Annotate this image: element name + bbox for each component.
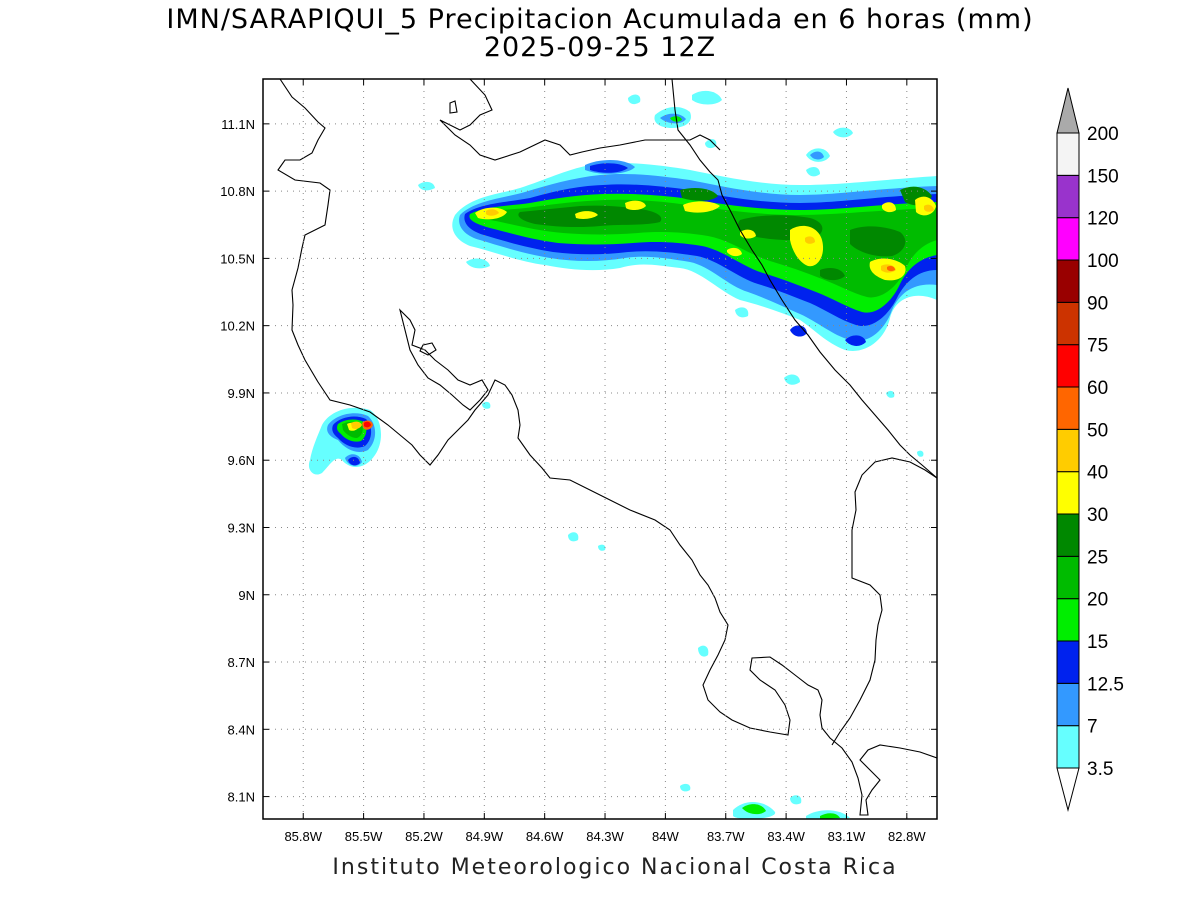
colorbar-level-label: 40 <box>1087 463 1108 484</box>
lon-tick-label: 84.9W <box>466 829 504 844</box>
colorbar-level-label: 100 <box>1087 251 1119 272</box>
colorbar-level-label: 150 <box>1087 166 1119 187</box>
colorbar-swatch <box>1056 174 1080 219</box>
precipitation-colorbar: 3.5 7 12.5 15 20 25 30 40 50 60 75 90 100 120 150 200 <box>1056 87 1124 812</box>
colorbar-level-label: 200 <box>1087 124 1119 145</box>
colorbar-swatch <box>1056 640 1080 684</box>
lon-tick-label: 84.6W <box>526 829 564 844</box>
graticule <box>263 79 937 819</box>
colorbar-level-label: 90 <box>1087 293 1108 314</box>
colorbar-swatch <box>1056 513 1080 557</box>
colorbar-swatch <box>1056 598 1080 642</box>
latitude-tick-labels: 11.1N 10.8N 10.5N 10.2N 9.9N 9.6N 9.3N 9N 8.7N 8.… <box>220 117 937 805</box>
lat-tick-label: 9N <box>238 588 255 603</box>
lat-tick-label: 9.3N <box>228 520 255 535</box>
colorbar-level-label: 60 <box>1087 378 1108 399</box>
lat-tick-label: 11.1N <box>221 117 255 132</box>
lat-tick-label: 10.2N <box>220 319 255 334</box>
colorbar-swatch <box>1056 386 1080 430</box>
colorbar-top-arrow <box>1056 87 1080 134</box>
colorbar-swatch <box>1056 259 1080 303</box>
lon-tick-label: 84W <box>652 829 679 844</box>
colorbar-swatch <box>1056 471 1080 515</box>
colorbar-swatch <box>1056 682 1080 727</box>
colorbar-swatch <box>1056 725 1080 769</box>
lat-tick-label: 8.1N <box>228 790 255 805</box>
colorbar-level-label: 15 <box>1087 632 1108 653</box>
colorbar-level-label: 25 <box>1087 547 1108 568</box>
lon-tick-label: 82.8W <box>888 829 926 844</box>
colorbar-bottom-arrow <box>1056 767 1080 812</box>
lat-tick-label: 9.6N <box>228 453 255 468</box>
colorbar-swatch <box>1056 344 1080 388</box>
lon-tick-label: 84.3W <box>586 829 624 844</box>
colorbar-swatch <box>1056 301 1080 346</box>
colorbar-level-label: 75 <box>1087 336 1108 357</box>
colorbar-level-label: 120 <box>1087 209 1119 230</box>
colorbar-swatch <box>1056 132 1080 176</box>
colorbar-level-label: 20 <box>1087 590 1108 611</box>
lon-tick-label: 85.8W <box>284 829 322 844</box>
colorbar-level-label: 7 <box>1087 717 1098 738</box>
lon-tick-label: 83.4W <box>767 829 805 844</box>
longitude-tick-labels: 85.8W 85.5W 85.2W 84.9W 84.6W 84.3W 84W 83.7W 83… <box>284 79 926 844</box>
lon-tick-label: 85.2W <box>405 829 443 844</box>
colorbar-level-label: 50 <box>1087 420 1108 441</box>
precipitation-field <box>308 90 937 819</box>
colorbar-swatch <box>1056 217 1080 261</box>
lat-tick-label: 8.7N <box>228 655 255 670</box>
lat-tick-label: 8.4N <box>228 722 255 737</box>
lat-tick-label: 10.5N <box>220 251 255 266</box>
map-frame <box>262 78 938 820</box>
map-title-line1: IMN/SARAPIQUI_5 Precipitacion Acumulada … <box>166 4 1034 35</box>
colorbar-level-label: 12.5 <box>1087 674 1124 695</box>
coastlines <box>277 79 937 816</box>
map-title-line2: 2025-09-25 12Z <box>483 32 717 63</box>
institution-footer: Instituto Meteorologico Nacional Costa R… <box>332 855 898 880</box>
lon-tick-label: 85.5W <box>345 829 383 844</box>
lon-tick-label: 83.7W <box>707 829 745 844</box>
colorbar-level-label: 3.5 <box>1087 759 1113 780</box>
lat-tick-label: 10.8N <box>220 184 255 199</box>
colorbar-swatch <box>1056 555 1080 600</box>
lon-tick-label: 83.1W <box>828 829 866 844</box>
colorbar-swatch <box>1056 428 1080 473</box>
colorbar-level-label: 30 <box>1087 505 1108 526</box>
lat-tick-label: 9.9N <box>228 386 255 401</box>
